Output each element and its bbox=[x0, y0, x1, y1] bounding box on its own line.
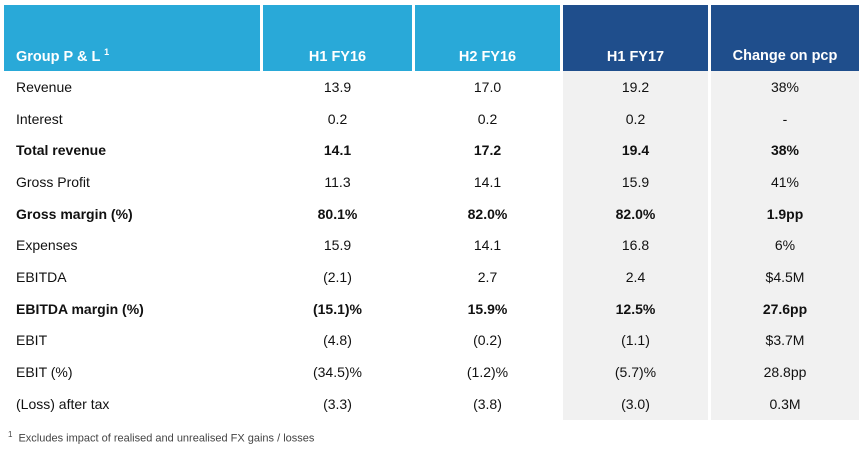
footnote-ref: 1 bbox=[104, 47, 110, 58]
cell-h1-fy16: 14.1 bbox=[263, 134, 415, 167]
table-row: EBITDA margin (%) (15.1)% 15.9% 12.5% 27.6pp bbox=[4, 292, 859, 325]
header-h1-fy16: H1 FY16 bbox=[263, 5, 415, 71]
cell-h1-fy17: 19.4 bbox=[563, 134, 711, 167]
row-label: Gross margin (%) bbox=[4, 197, 263, 230]
header-group-pl-label: Group P & L bbox=[16, 49, 101, 65]
row-label: EBITDA bbox=[4, 261, 263, 293]
table-row: Gross Profit 11.3 14.1 15.9 41% bbox=[4, 166, 859, 198]
cell-change-on-pcp: 38% bbox=[711, 134, 859, 167]
cell-h2-fy16: 0.2 bbox=[415, 102, 563, 135]
row-label: Interest bbox=[4, 102, 263, 135]
header-h2-fy16: H2 FY16 bbox=[415, 5, 563, 71]
header-h1-fy17: H1 FY17 bbox=[563, 5, 711, 71]
row-label: Expenses bbox=[4, 229, 263, 262]
cell-h1-fy17: 15.9 bbox=[563, 166, 711, 198]
row-label: EBIT bbox=[4, 324, 263, 357]
table-row: Expenses 15.9 14.1 16.8 6% bbox=[4, 229, 859, 262]
footnote-text: Excludes impact of realised and unrealis… bbox=[18, 432, 315, 445]
cell-h1-fy16: 80.1% bbox=[263, 197, 415, 230]
cell-change-on-pcp: 1.9pp bbox=[711, 197, 859, 230]
cell-h1-fy16: 13.9 bbox=[263, 71, 415, 103]
cell-h2-fy16: 17.0 bbox=[415, 71, 563, 103]
cell-h2-fy16: (0.2) bbox=[415, 324, 563, 357]
cell-h2-fy16: 14.1 bbox=[415, 229, 563, 262]
row-label: EBIT (%) bbox=[4, 356, 263, 388]
cell-change-on-pcp: 6% bbox=[711, 229, 859, 262]
table-row: Total revenue 14.1 17.2 19.4 38% bbox=[4, 134, 859, 167]
table-header-row: Group P & L 1 H1 FY16 H2 FY16 H1 FY17 Ch… bbox=[4, 5, 859, 71]
footnote: 1 Excludes impact of realised and unreali… bbox=[8, 430, 314, 445]
cell-change-on-pcp: 28.8pp bbox=[711, 356, 859, 388]
row-label: EBITDA margin (%) bbox=[4, 292, 263, 325]
cell-change-on-pcp: - bbox=[711, 102, 859, 135]
cell-change-on-pcp: 0.3M bbox=[711, 387, 859, 420]
table-row: Interest 0.2 0.2 0.2- bbox=[4, 102, 859, 135]
cell-h1-fy17: (5.7)% bbox=[563, 356, 711, 388]
cell-h2-fy16: (1.2)% bbox=[415, 356, 563, 388]
cell-h1-fy17: (3.0) bbox=[563, 387, 711, 420]
cell-change-on-pcp: $3.7M bbox=[711, 324, 859, 357]
cell-change-on-pcp: 38% bbox=[711, 71, 859, 103]
cell-h1-fy17: 16.8 bbox=[563, 229, 711, 262]
row-label: Total revenue bbox=[4, 134, 263, 167]
cell-h1-fy17: 19.2 bbox=[563, 71, 711, 103]
cell-h1-fy16: 0.2 bbox=[263, 102, 415, 135]
header-group-pl: Group P & L 1 bbox=[4, 5, 263, 71]
table-body: Revenue 13.9 17.0 19.2 38% Interest 0.2 0.2 0.2-… bbox=[4, 71, 859, 420]
table-row: Revenue 13.9 17.0 19.2 38% bbox=[4, 71, 859, 103]
cell-h1-fy17: 82.0% bbox=[563, 197, 711, 230]
table-row: (Loss) after tax (3.3) (3.8) (3.0) 0.3M bbox=[4, 387, 859, 420]
cell-h1-fy16: (4.8) bbox=[263, 324, 415, 357]
table-row: EBIT (%) (34.5)% (1.2)% (5.7)% 28.8pp bbox=[4, 356, 859, 388]
cell-change-on-pcp: $4.5M bbox=[711, 261, 859, 293]
cell-h1-fy17: 0.2 bbox=[563, 102, 711, 135]
cell-h2-fy16: 17.2 bbox=[415, 134, 563, 167]
cell-change-on-pcp: 27.6pp bbox=[711, 292, 859, 325]
cell-h1-fy17: 2.4 bbox=[563, 261, 711, 293]
row-label: Gross Profit bbox=[4, 166, 263, 198]
cell-h1-fy17: (1.1) bbox=[563, 324, 711, 357]
cell-h1-fy16: (34.5)% bbox=[263, 356, 415, 388]
cell-h1-fy16: 11.3 bbox=[263, 166, 415, 198]
cell-change-on-pcp: 41% bbox=[711, 166, 859, 198]
cell-h2-fy16: 2.7 bbox=[415, 261, 563, 293]
cell-h2-fy16: (3.8) bbox=[415, 387, 563, 420]
table-row: EBIT (4.8) (0.2) (1.1) $3.7M bbox=[4, 324, 859, 357]
group-pl-table: Group P & L 1 H1 FY16 H2 FY16 H1 FY17 Ch… bbox=[4, 5, 859, 420]
cell-h1-fy16: (2.1) bbox=[263, 261, 415, 293]
header-change-on-pcp: Change on pcp bbox=[711, 5, 859, 71]
table-row: EBITDA (2.1) 2.7 2.4 $4.5M bbox=[4, 261, 859, 293]
row-label: Revenue bbox=[4, 71, 263, 103]
table-row: Gross margin (%) 80.1% 82.0% 82.0% 1.9pp bbox=[4, 197, 859, 230]
cell-h2-fy16: 14.1 bbox=[415, 166, 563, 198]
cell-h1-fy16: 15.9 bbox=[263, 229, 415, 262]
cell-h1-fy16: (3.3) bbox=[263, 387, 415, 420]
cell-h2-fy16: 15.9% bbox=[415, 292, 563, 325]
footnote-marker: 1 bbox=[8, 430, 13, 439]
cell-h2-fy16: 82.0% bbox=[415, 197, 563, 230]
cell-h1-fy16: (15.1)% bbox=[263, 292, 415, 325]
row-label: (Loss) after tax bbox=[4, 387, 263, 420]
cell-h1-fy17: 12.5% bbox=[563, 292, 711, 325]
